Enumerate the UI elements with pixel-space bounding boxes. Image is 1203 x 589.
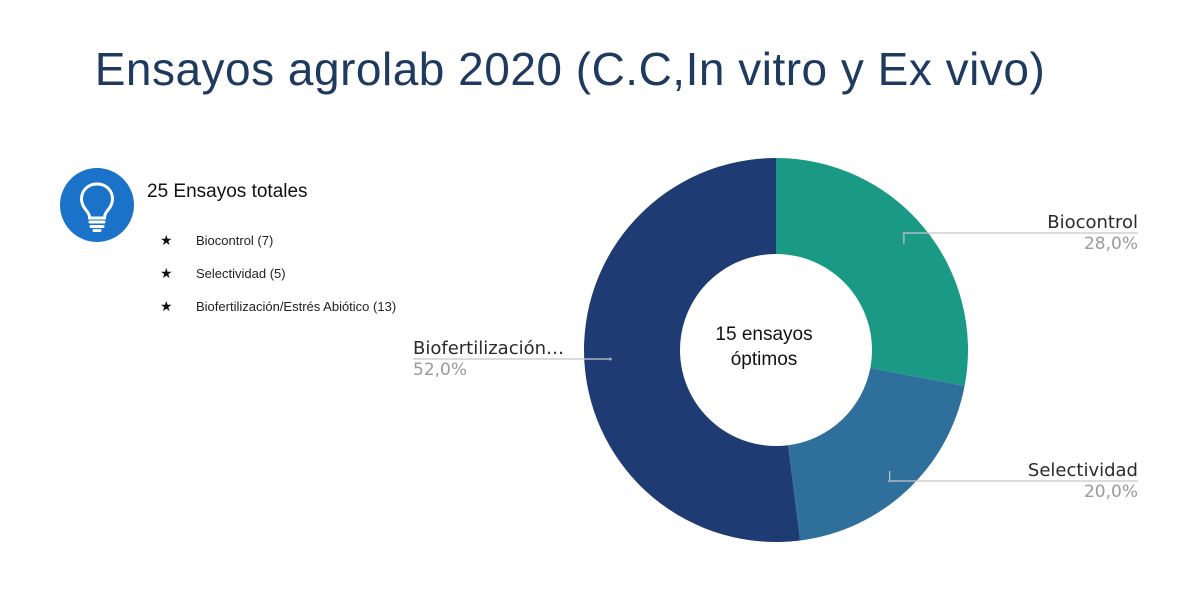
- slice-label: Selectividad: [1028, 460, 1138, 481]
- donut-center-text: óptimos: [731, 349, 798, 370]
- page-title: Ensayos agrolab 2020 (C.C,In vitro y Ex …: [94, 43, 1046, 95]
- star-icon: ★: [160, 232, 173, 248]
- slice-label: Biofertilización…: [413, 338, 564, 359]
- slice-value-label: 52,0%: [413, 360, 467, 380]
- star-icon: ★: [160, 298, 173, 314]
- list-item-label: Selectividad (5): [196, 266, 286, 281]
- leader-dot: [608, 357, 612, 361]
- list-item: ★ Selectividad (5): [160, 257, 396, 290]
- donut-center-text: 15 ensayos: [715, 324, 812, 345]
- info-heading: 25 Ensayos totales: [147, 181, 308, 202]
- star-icon: ★: [160, 265, 173, 281]
- list-item: ★ Biocontrol (7): [160, 224, 396, 257]
- slice-value-label: 20,0%: [1084, 482, 1138, 502]
- list-item-label: Biocontrol (7): [196, 233, 274, 248]
- donut-slice-1: [788, 367, 965, 541]
- leader-dot: [888, 479, 892, 483]
- lightbulb-icon: [60, 168, 134, 242]
- info-list: ★ Biocontrol (7) ★ Selectividad (5) ★ Bi…: [160, 224, 396, 323]
- leader-dot: [902, 231, 906, 235]
- list-item-label: Biofertilización/Estrés Abiótico (13): [196, 299, 397, 314]
- list-item: ★ Biofertilización/Estrés Abiótico (13): [160, 290, 396, 323]
- donut-slice-2: [584, 158, 801, 542]
- slice-label: Biocontrol: [1047, 212, 1138, 233]
- donut-slice-0: [776, 158, 968, 386]
- slice-value-label: 28,0%: [1084, 234, 1138, 254]
